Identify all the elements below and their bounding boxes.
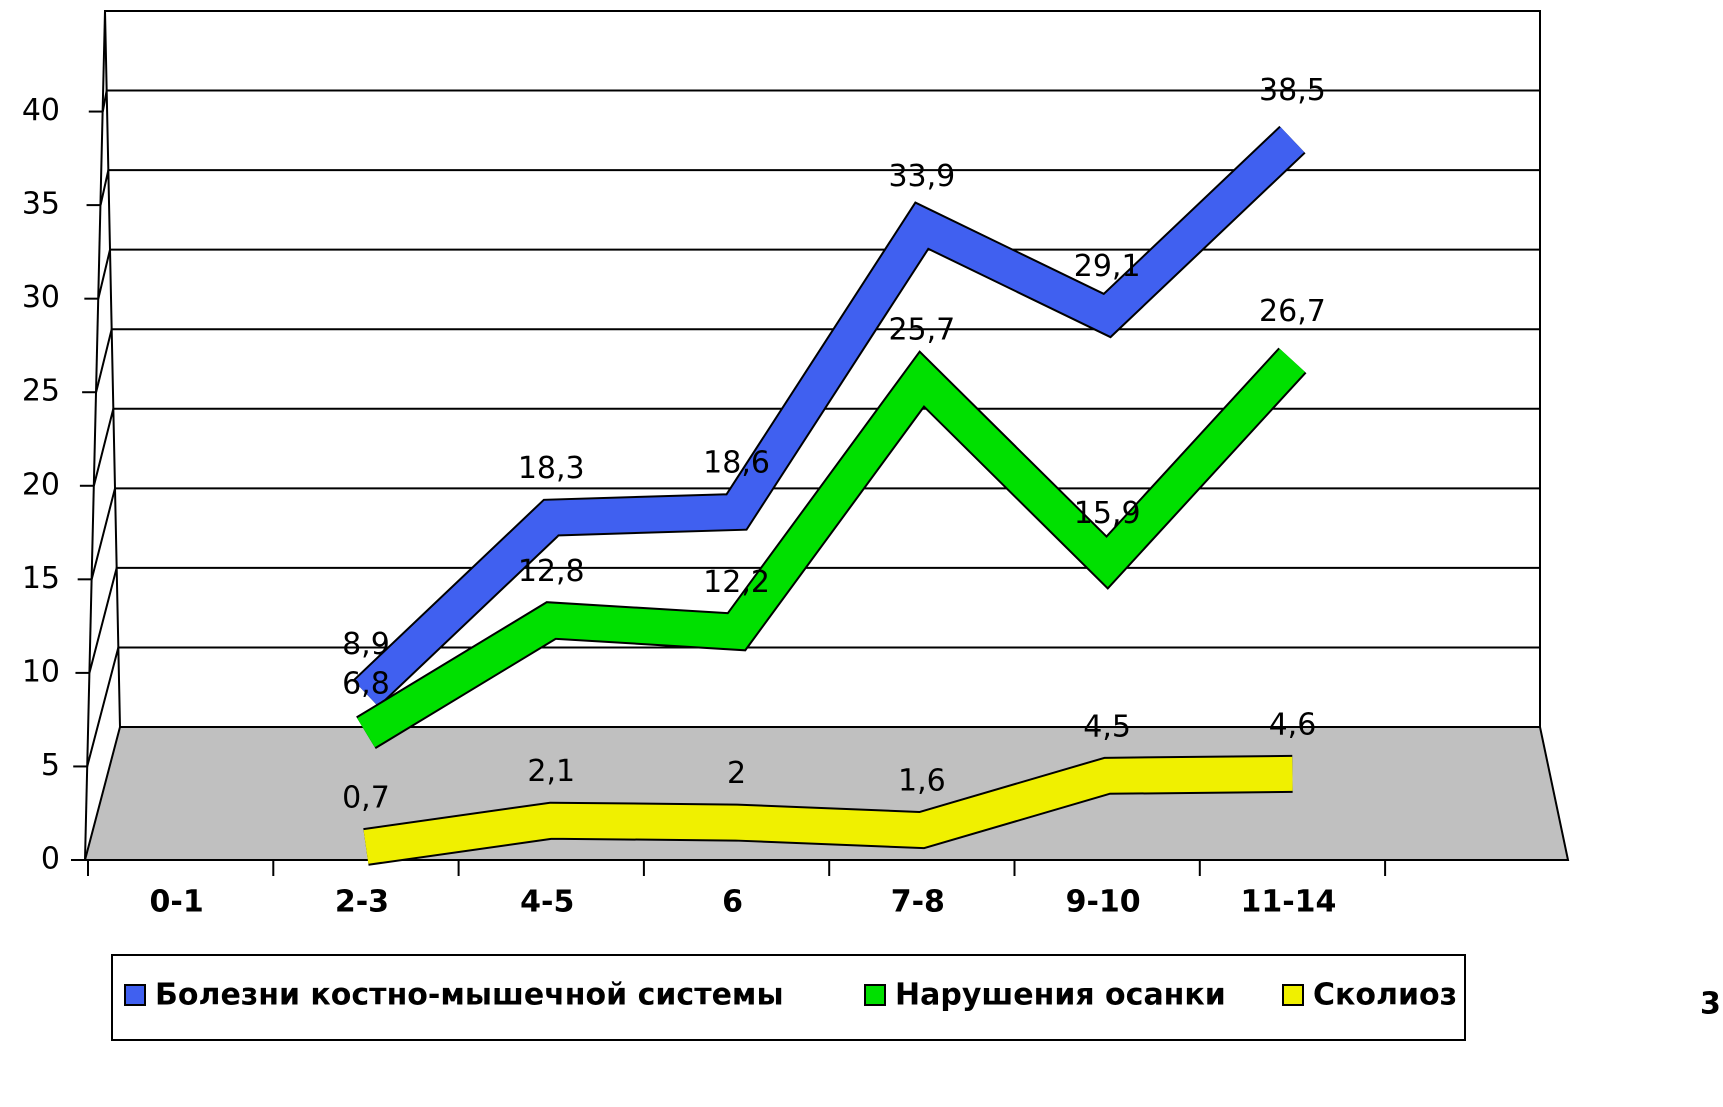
x-tick-label: 2-3 [335,885,389,920]
data-label: 15,9 [1074,496,1141,531]
y-tick-label: 40 [22,93,60,128]
grid-line [88,566,1540,674]
data-label: 6,8 [342,666,390,701]
legend-swatch [1282,984,1304,1006]
y-tick-label: 0 [41,842,60,877]
legend-swatch [124,984,146,1006]
data-label: 29,1 [1074,249,1141,284]
data-label: 25,7 [888,313,955,348]
x-tick-label: 11-14 [1240,885,1336,920]
series-line [354,127,1305,706]
data-label: 18,6 [703,445,770,480]
y-tick-label: 30 [22,280,60,315]
grid-line [90,487,1540,580]
grid-line [86,646,1540,767]
legend-label: Болезни костно-мышечной системы [155,978,784,1013]
data-label: 38,5 [1259,73,1326,108]
data-label: 2 [727,756,746,791]
grid-line [95,328,1540,393]
legend-label: Сколиоз [1313,978,1457,1013]
series-line [363,756,1293,864]
data-label: 33,9 [888,159,955,194]
y-tick-label: 10 [22,654,60,689]
y-tick-label: 5 [41,748,60,783]
data-label: 4,6 [1269,707,1317,742]
x-tick-label: 6 [722,885,743,920]
legend-box [111,954,1466,1041]
x-tick-label: 4-5 [520,885,574,920]
side-wall-edge [84,10,106,861]
x-tick-label: 9-10 [1066,885,1141,920]
y-tick-label: 15 [22,561,60,596]
data-label: 0,7 [342,780,390,815]
data-label: 18,3 [518,451,585,486]
y-tick-label: 35 [22,187,60,222]
data-label: 8,9 [342,627,390,662]
grid-line [99,169,1540,206]
series-line [357,348,1305,748]
legend-label: Нарушения осанки [895,978,1226,1013]
data-label: 1,6 [898,764,946,799]
grid-line [92,407,1540,487]
data-label: 26,7 [1259,294,1326,329]
data-label: 12,8 [518,554,585,589]
y-tick-label: 25 [22,374,60,409]
data-label: 4,5 [1083,709,1131,744]
x-tick-label: 0-1 [150,885,204,920]
x-tick-label: 7-8 [891,885,945,920]
grid-line [101,89,1540,112]
grid-line [97,248,1540,299]
data-label: 2,1 [527,754,575,789]
y-tick-label: 20 [22,467,60,502]
legend-swatch [864,984,886,1006]
data-label: 12,2 [703,565,770,600]
page-number: 3 [1700,987,1721,1022]
